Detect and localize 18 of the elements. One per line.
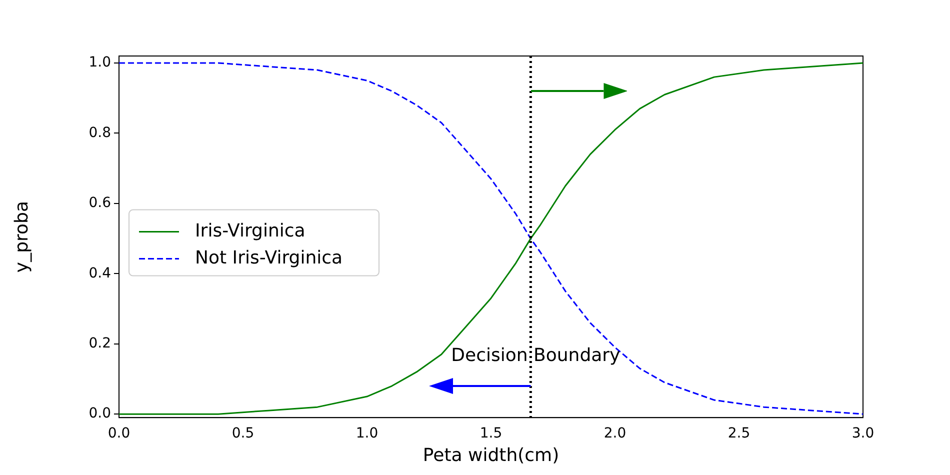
x-tick-label: 1.5: [480, 426, 502, 442]
y-tick-label: 0.4: [88, 265, 112, 282]
y-tick-label: 1.0: [88, 54, 111, 71]
x-axis-title: Peta width(cm): [422, 444, 560, 466]
x-tick-label: 2.5: [728, 426, 750, 442]
y-tick-label: 0.0: [88, 406, 111, 422]
x-tick-label: 2.0: [604, 426, 626, 442]
x-tick-label: 1.0: [356, 426, 378, 442]
x-tick-label: 3.0: [852, 426, 874, 442]
ref-line-label: Decision Boundary: [451, 344, 621, 366]
legend-label: Not Iris-Virginica: [195, 247, 343, 268]
y-axis-title: y_proba: [11, 201, 32, 273]
y-tick-label: 0.2: [88, 336, 111, 352]
x-tick-label: 0.5: [232, 426, 254, 442]
x-tick-label: 0.0: [108, 426, 130, 442]
y-tick-label: 0.8: [88, 124, 111, 141]
legend-label: Iris-Virginica: [195, 220, 306, 242]
y-tick-label: 0.6: [88, 195, 112, 212]
